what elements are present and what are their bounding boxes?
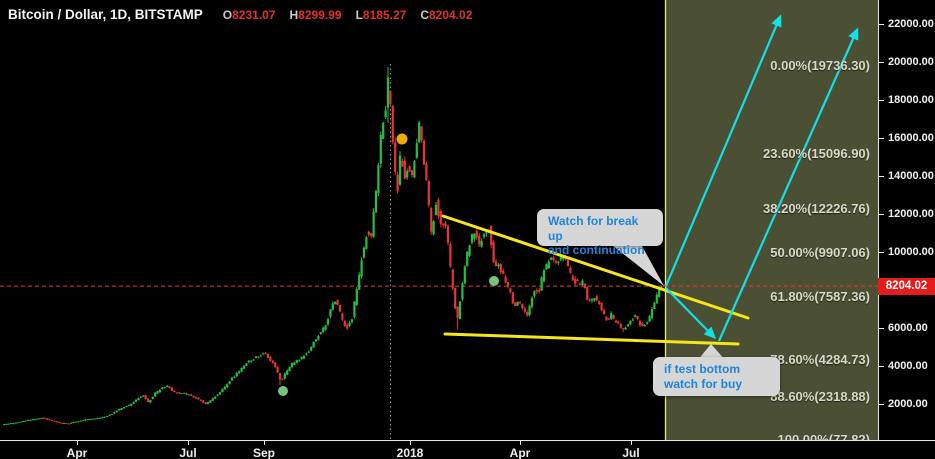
fib-level-label: 78.60%(4284.73)	[770, 351, 870, 367]
y-axis-label: 18000.00	[888, 93, 934, 106]
fib-level-label: 88.60%(2318.88)	[770, 388, 870, 404]
x-axis-label: Sep	[252, 446, 276, 459]
y-axis-tick	[879, 175, 884, 177]
fib-level-label: 0.00%(19736.30)	[770, 58, 870, 73]
orange-dot-marker	[396, 133, 408, 145]
y-axis-tick	[879, 61, 884, 63]
x-axis-tick	[631, 441, 632, 445]
x-axis-label: Apr	[509, 446, 531, 459]
callout-watch-break-up[interactable]: Watch for break up and continuation	[537, 209, 663, 257]
y-axis-label: 2000.00	[888, 397, 928, 410]
x-axis-tick	[264, 441, 265, 445]
fib-level-label: 23.60%(15096.90)	[763, 146, 870, 162]
green-dot-marker	[278, 386, 288, 396]
callout-tail	[697, 344, 726, 361]
y-axis-tick	[879, 403, 884, 405]
time-axis[interactable]: Apr Jul Sep 2018 Apr Jul	[0, 440, 935, 459]
projection-arrow-0[interactable]	[664, 14, 782, 287]
price-axis[interactable]: 22000.00 20000.00 18000.00 16000.00 14000.00…	[878, 0, 935, 440]
y-axis-tick	[879, 23, 884, 25]
y-axis-tick	[879, 99, 884, 101]
callout-tail	[612, 245, 664, 286]
x-axis-label: Jul	[622, 446, 640, 459]
y-axis-label: 22000.00	[888, 17, 934, 30]
ohlc-close: C8204.02	[420, 8, 473, 22]
x-axis-label: Jul	[179, 446, 197, 459]
chart-legend: Bitcoin / Dollar, 1D, BITSTAMP O8231.07 …	[8, 7, 472, 22]
trendline-lower[interactable]	[443, 332, 740, 346]
y-axis-label: 14000.00	[888, 169, 934, 182]
callout-text-line: watch for buy	[664, 376, 743, 391]
projection-arrow-2[interactable]	[717, 27, 859, 342]
ohlc-low: L8185.27	[355, 8, 407, 22]
y-axis-label: 10000.00	[888, 245, 934, 258]
callout-text-line: and continuation	[548, 243, 645, 257]
callout-text-line: if test bottom	[664, 362, 740, 376]
trendline-upper[interactable]	[441, 214, 750, 320]
y-axis-label: 4000.00	[888, 359, 928, 372]
x-axis-tick	[77, 441, 78, 445]
y-axis-tick	[879, 327, 884, 329]
y-axis-label: 16000.00	[888, 131, 934, 144]
callout-test-bottom-buy[interactable]: if test bottom watch for buy	[653, 357, 780, 396]
ohlc-open: O8231.07	[222, 8, 276, 22]
symbol-title: Bitcoin / Dollar, 1D, BITSTAMP	[8, 7, 203, 22]
y-axis-tick	[879, 365, 884, 367]
y-axis-tick	[879, 251, 884, 253]
x-axis-label: Apr	[66, 446, 88, 459]
y-axis-label: 20000.00	[888, 55, 934, 68]
fib-level-label: 50.00%(9907.06)	[770, 244, 870, 260]
last-price-tag: 8204.02	[878, 277, 935, 295]
x-axis-tick	[520, 441, 521, 445]
ohlc-high: H8299.99	[289, 8, 342, 22]
x-axis-tick	[188, 441, 189, 445]
x-axis-tick	[410, 441, 411, 445]
callout-text-line: Watch for break up	[548, 214, 639, 243]
fib-level-label: 61.80%(7587.36)	[770, 288, 870, 304]
projection-arrow-1[interactable]	[665, 287, 717, 340]
x-axis-label: 2018	[396, 446, 424, 459]
fib-level-label: 38.20%(12226.76)	[763, 200, 870, 216]
y-axis-tick	[879, 137, 884, 139]
y-axis-tick	[879, 213, 884, 215]
y-axis-label: 6000.00	[888, 321, 928, 334]
green-dot-marker	[489, 276, 499, 286]
candles-layer	[2, 67, 666, 426]
y-axis-label: 12000.00	[888, 207, 934, 220]
